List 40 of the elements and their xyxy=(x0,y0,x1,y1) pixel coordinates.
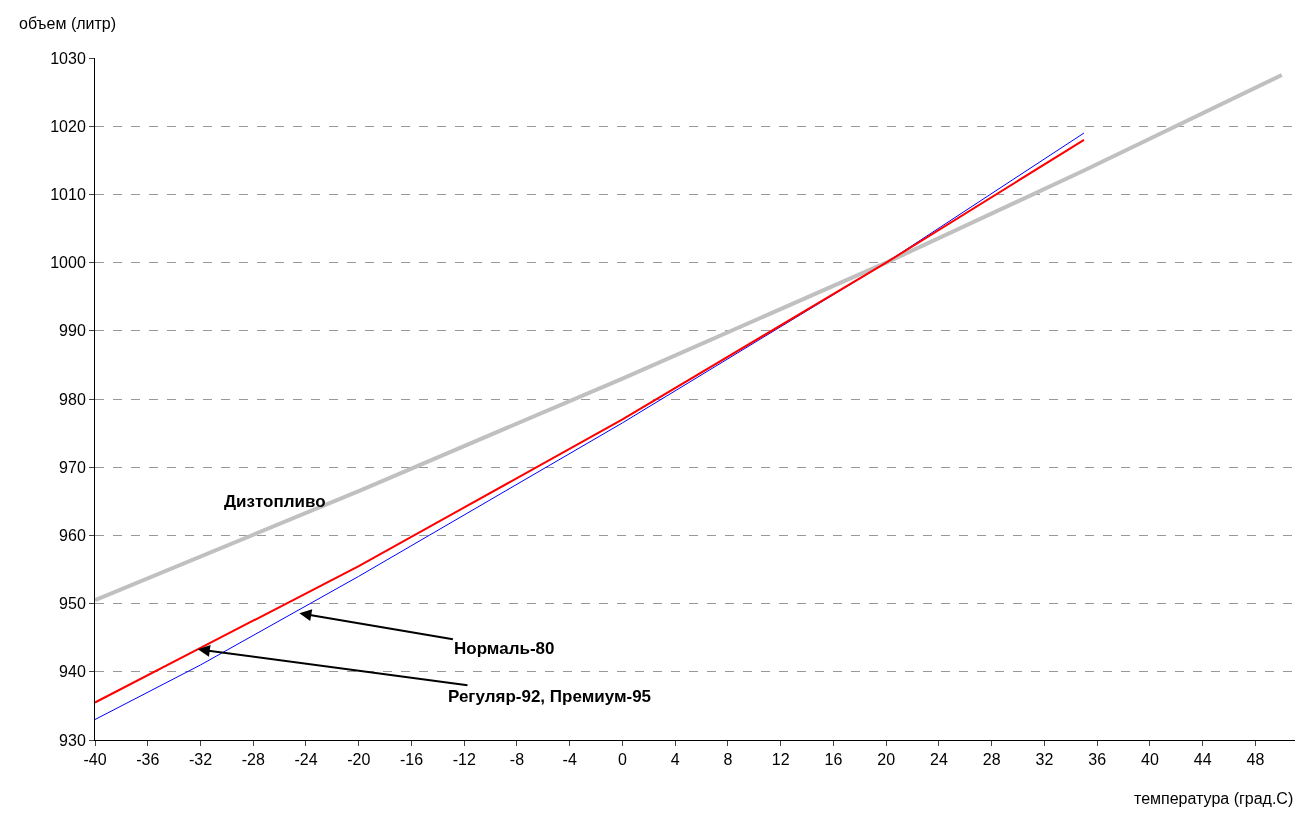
y-tick-label: 970 xyxy=(59,458,86,476)
x-tick-label: -4 xyxy=(562,751,577,769)
y-tick-label: 940 xyxy=(59,663,86,681)
x-tick-label: 36 xyxy=(1088,751,1107,769)
x-tick-label: 12 xyxy=(771,751,790,769)
x-tick-label: 28 xyxy=(982,751,1001,769)
x-tick-label: -8 xyxy=(509,751,525,769)
y-tick-label: 980 xyxy=(59,390,86,408)
x-tick-label: 16 xyxy=(824,751,843,769)
x-tick-label: 4 xyxy=(670,751,680,769)
x-tick-label: 8 xyxy=(723,751,733,769)
y-tick-label: 1020 xyxy=(50,117,86,135)
y-tick-label: 1000 xyxy=(50,254,86,272)
x-tick-label: 40 xyxy=(1141,751,1159,769)
annotation: Регуляр-92, Премиум-95 xyxy=(448,687,652,706)
x-tick-label: -32 xyxy=(188,751,213,769)
y-tick-label: 990 xyxy=(59,322,86,340)
x-tick-label: 32 xyxy=(1035,751,1054,769)
x-axis-title: температура (град.С) xyxy=(1134,790,1294,807)
x-tick-label: 0 xyxy=(618,751,628,769)
x-tick-label: 20 xyxy=(877,751,896,769)
y-axis-title: объем (литр) xyxy=(19,15,117,32)
x-tick-label: 48 xyxy=(1246,751,1265,769)
y-tick-label: 960 xyxy=(59,527,86,544)
annotation: Нормаль-80 xyxy=(454,639,555,658)
x-tick-label: -28 xyxy=(241,751,265,769)
x-tick-label: 24 xyxy=(930,751,948,769)
x-tick-label: -12 xyxy=(452,751,476,769)
y-tick-label: 930 xyxy=(59,731,86,749)
y-tick-label: 950 xyxy=(59,595,86,613)
y-tick-label: 1010 xyxy=(50,186,86,203)
annotation: Дизтопливо xyxy=(224,492,326,511)
x-tick-label: -40 xyxy=(83,751,107,769)
line-series xyxy=(95,73,1284,603)
x-tick-label: -36 xyxy=(136,751,160,769)
x-tick-label: -24 xyxy=(294,751,318,769)
y-tick-label: 1030 xyxy=(50,49,86,67)
x-tick-label: 44 xyxy=(1193,751,1212,769)
x-tick-label: -16 xyxy=(399,751,424,769)
x-tick-label: -20 xyxy=(347,751,371,769)
